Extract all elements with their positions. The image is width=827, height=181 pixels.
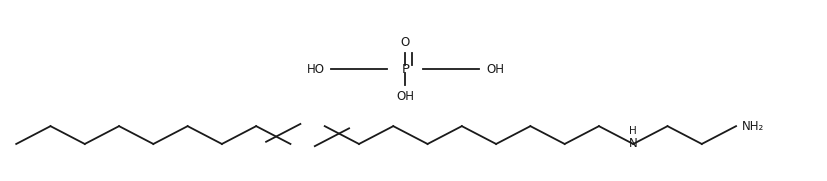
Text: OH: OH — [396, 90, 414, 103]
Text: N: N — [629, 137, 638, 150]
Text: H: H — [629, 126, 637, 136]
Text: O: O — [400, 36, 410, 49]
Text: NH₂: NH₂ — [742, 120, 764, 133]
Text: HO: HO — [307, 63, 324, 76]
Text: OH: OH — [486, 63, 504, 76]
Text: P: P — [401, 63, 409, 76]
